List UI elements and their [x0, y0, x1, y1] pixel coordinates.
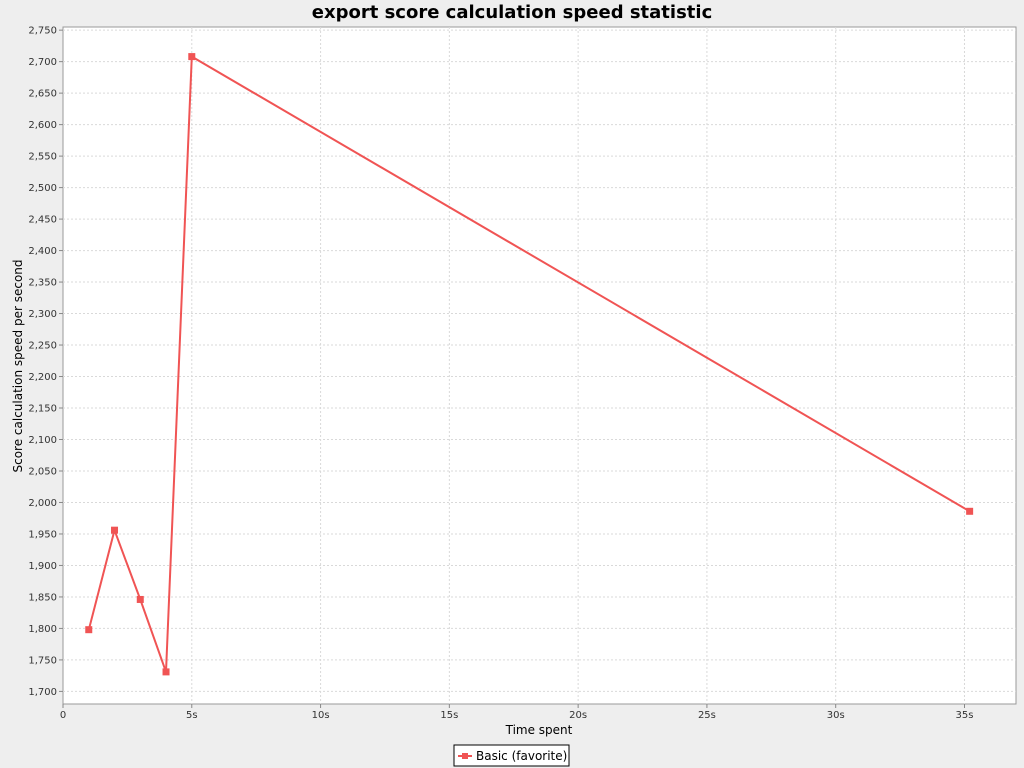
- legend-marker-icon: [462, 753, 468, 759]
- axes: 1,700 1,750 1,800 1,850 1,900 1,950 2,000 2,050…: [28, 26, 973, 721]
- y-tick-label: 2,300: [28, 309, 57, 320]
- x-tick-label: 20s: [569, 710, 587, 721]
- y-tick-label: 1,950: [28, 529, 57, 540]
- y-tick-label: 2,200: [28, 372, 57, 383]
- data-point: [162, 668, 170, 676]
- data-point: [136, 595, 144, 603]
- y-tick-label: 2,550: [28, 152, 57, 163]
- x-tick-label: 35s: [956, 710, 974, 721]
- y-tick-label: 2,100: [28, 435, 57, 446]
- x-tick-label: 0: [60, 710, 66, 721]
- y-tick-label: 2,000: [28, 498, 57, 509]
- grid-lines: [63, 27, 1016, 704]
- data-point: [85, 626, 93, 634]
- x-tick-label: 5s: [186, 710, 198, 721]
- chart-title: export score calculation speed statistic: [312, 2, 713, 23]
- y-tick-label: 2,700: [28, 57, 57, 68]
- y-tick-label: 1,800: [28, 624, 57, 635]
- x-tick-label: 15s: [440, 710, 458, 721]
- x-tick-label: 30s: [827, 710, 845, 721]
- y-tick-label: 2,250: [28, 341, 57, 352]
- y-tick-label: 2,650: [28, 89, 57, 100]
- y-tick-label: 2,150: [28, 404, 57, 415]
- y-tick-label: 1,900: [28, 561, 57, 572]
- x-tick-label: 10s: [312, 710, 330, 721]
- y-tick-label: 1,850: [28, 592, 57, 603]
- y-tick-label: 2,400: [28, 246, 57, 257]
- legend-label: Basic (favorite): [476, 749, 567, 763]
- data-point: [188, 53, 196, 61]
- data-point: [966, 507, 974, 515]
- y-tick-label: 2,750: [28, 26, 57, 37]
- y-tick-label: 2,600: [28, 120, 57, 131]
- y-tick-label: 1,700: [28, 687, 57, 698]
- series-line: [87, 54, 971, 673]
- y-axis-label: Score calculation speed per second: [11, 259, 25, 472]
- y-tick-label: 2,450: [28, 215, 57, 226]
- plot-area: [62, 26, 1017, 705]
- legend-box: [453, 744, 570, 767]
- x-tick-label: 25s: [698, 710, 716, 721]
- y-tick-label: 1,750: [28, 655, 57, 666]
- data-point: [111, 526, 119, 534]
- y-tick-label: 2,500: [28, 183, 57, 194]
- legend: Basic (favorite): [453, 744, 570, 767]
- y-tick-label: 2,050: [28, 466, 57, 477]
- series-layer: [85, 53, 974, 676]
- x-axis-label: Time spent: [505, 723, 573, 737]
- y-tick-label: 2,350: [28, 278, 57, 289]
